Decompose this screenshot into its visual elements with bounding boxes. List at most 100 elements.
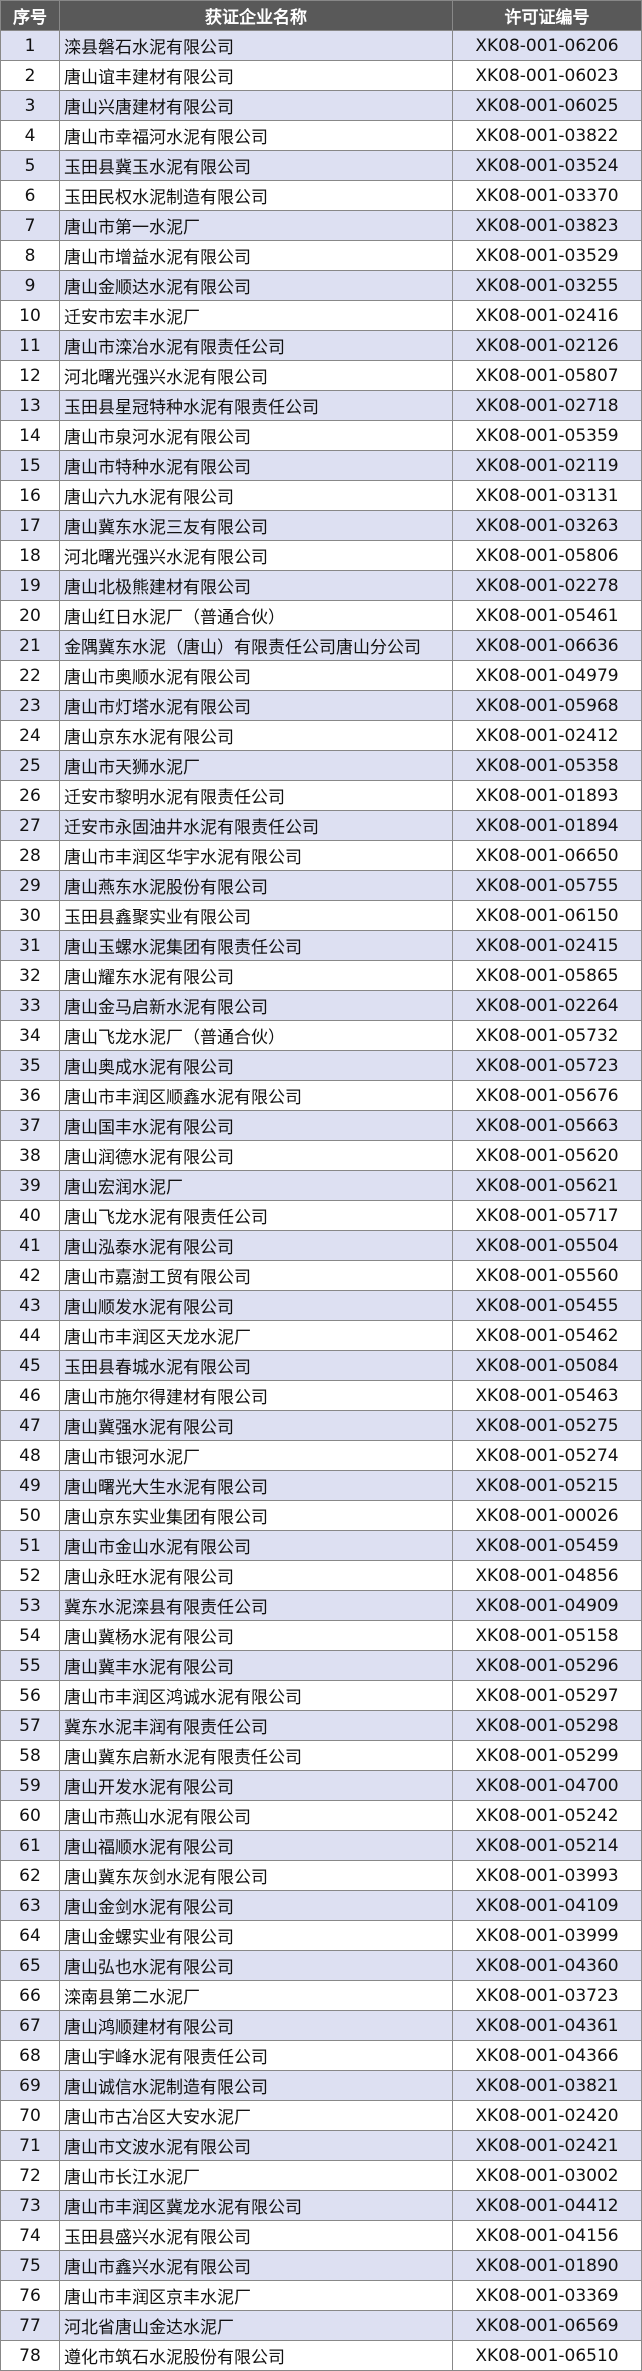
license-number: XK08-001-04909 xyxy=(453,1591,642,1621)
company-name: 唐山京东水泥有限公司 xyxy=(60,721,453,751)
license-number: XK08-001-05676 xyxy=(453,1081,642,1111)
license-number: XK08-001-02264 xyxy=(453,991,642,1021)
row-number: 64 xyxy=(0,1921,60,1951)
row-number: 12 xyxy=(0,361,60,391)
row-number: 76 xyxy=(0,2281,60,2311)
row-number: 20 xyxy=(0,601,60,631)
row-number: 6 xyxy=(0,181,60,211)
row-number: 38 xyxy=(0,1141,60,1171)
row-number: 17 xyxy=(0,511,60,541)
license-number: XK08-001-01890 xyxy=(453,2251,642,2281)
license-number: XK08-001-06025 xyxy=(453,91,642,121)
license-number: XK08-001-04979 xyxy=(453,661,642,691)
row-number: 18 xyxy=(0,541,60,571)
row-number: 67 xyxy=(0,2011,60,2041)
company-name: 唐山顺发水泥有限公司 xyxy=(60,1291,453,1321)
company-name: 迁安市宏丰水泥厂 xyxy=(60,301,453,331)
company-name: 唐山市泉河水泥有限公司 xyxy=(60,421,453,451)
license-number: XK08-001-03821 xyxy=(453,2071,642,2101)
license-number: XK08-001-06206 xyxy=(453,31,642,61)
license-number: XK08-001-06510 xyxy=(453,2341,642,2371)
license-number: XK08-001-05358 xyxy=(453,751,642,781)
license-number: XK08-001-02420 xyxy=(453,2101,642,2131)
license-number: XK08-001-05663 xyxy=(453,1111,642,1141)
row-number: 47 xyxy=(0,1411,60,1441)
license-number: XK08-001-03529 xyxy=(453,241,642,271)
row-number: 75 xyxy=(0,2251,60,2281)
row-number: 66 xyxy=(0,1981,60,2011)
company-name: 河北曙光强兴水泥有限公司 xyxy=(60,361,453,391)
company-name: 玉田民权水泥制造有限公司 xyxy=(60,181,453,211)
row-number: 19 xyxy=(0,571,60,601)
company-name: 唐山诚信水泥制造有限公司 xyxy=(60,2071,453,2101)
row-number: 31 xyxy=(0,931,60,961)
company-name: 唐山曙光大生水泥有限公司 xyxy=(60,1471,453,1501)
row-number: 32 xyxy=(0,961,60,991)
company-name: 唐山市丰润区京丰水泥厂 xyxy=(60,2281,453,2311)
row-number: 10 xyxy=(0,301,60,331)
row-number: 11 xyxy=(0,331,60,361)
license-number: XK08-001-02278 xyxy=(453,571,642,601)
row-number: 15 xyxy=(0,451,60,481)
company-name: 唐山市丰润区华宇水泥有限公司 xyxy=(60,841,453,871)
company-name: 玉田县春城水泥有限公司 xyxy=(60,1351,453,1381)
license-number: XK08-001-04700 xyxy=(453,1771,642,1801)
license-number: XK08-001-03823 xyxy=(453,211,642,241)
row-number: 34 xyxy=(0,1021,60,1051)
company-name: 唐山红日水泥厂（普通合伙） xyxy=(60,601,453,631)
company-name: 唐山宏润水泥厂 xyxy=(60,1171,453,1201)
company-name: 唐山飞龙水泥厂（普通合伙） xyxy=(60,1021,453,1051)
license-number: XK08-001-03524 xyxy=(453,151,642,181)
company-name: 唐山六九水泥有限公司 xyxy=(60,481,453,511)
license-number: XK08-001-04156 xyxy=(453,2221,642,2251)
company-name: 唐山市丰润区冀龙水泥有限公司 xyxy=(60,2191,453,2221)
company-name: 玉田县盛兴水泥有限公司 xyxy=(60,2221,453,2251)
row-number: 7 xyxy=(0,211,60,241)
row-number: 5 xyxy=(0,151,60,181)
row-number: 26 xyxy=(0,781,60,811)
license-number: XK08-001-00026 xyxy=(453,1501,642,1531)
company-name: 唐山市金山水泥有限公司 xyxy=(60,1531,453,1561)
row-number: 14 xyxy=(0,421,60,451)
company-name: 唐山泓泰水泥有限公司 xyxy=(60,1231,453,1261)
license-number: XK08-001-02412 xyxy=(453,721,642,751)
company-name: 唐山冀杨水泥有限公司 xyxy=(60,1621,453,1651)
row-number: 69 xyxy=(0,2071,60,2101)
company-name: 唐山冀丰水泥有限公司 xyxy=(60,1651,453,1681)
row-number: 2 xyxy=(0,61,60,91)
company-name: 滦南县第二水泥厂 xyxy=(60,1981,453,2011)
company-name: 唐山金剑水泥有限公司 xyxy=(60,1891,453,1921)
row-number: 68 xyxy=(0,2041,60,2071)
company-name: 唐山京东实业集团有限公司 xyxy=(60,1501,453,1531)
license-number: XK08-001-06650 xyxy=(453,841,642,871)
company-name: 唐山北极熊建材有限公司 xyxy=(60,571,453,601)
company-name: 唐山开发水泥有限公司 xyxy=(60,1771,453,1801)
row-number: 13 xyxy=(0,391,60,421)
company-name: 冀东水泥丰润有限责任公司 xyxy=(60,1711,453,1741)
row-number: 65 xyxy=(0,1951,60,1981)
company-name: 唐山耀东水泥有限公司 xyxy=(60,961,453,991)
company-name: 唐山谊丰建材有限公司 xyxy=(60,61,453,91)
row-number: 30 xyxy=(0,901,60,931)
license-number: XK08-001-06636 xyxy=(453,631,642,661)
company-name: 唐山润德水泥有限公司 xyxy=(60,1141,453,1171)
license-number: XK08-001-05621 xyxy=(453,1171,642,1201)
license-number: XK08-001-05620 xyxy=(453,1141,642,1171)
row-number: 62 xyxy=(0,1861,60,1891)
company-name: 玉田县冀玉水泥有限公司 xyxy=(60,151,453,181)
company-name: 唐山市银河水泥厂 xyxy=(60,1441,453,1471)
license-number: XK08-001-05296 xyxy=(453,1651,642,1681)
row-number: 4 xyxy=(0,121,60,151)
company-name: 唐山市幸福河水泥有限公司 xyxy=(60,121,453,151)
license-number: XK08-001-03255 xyxy=(453,271,642,301)
row-number: 39 xyxy=(0,1171,60,1201)
row-number: 78 xyxy=(0,2341,60,2371)
row-number: 54 xyxy=(0,1621,60,1651)
license-number: XK08-001-05717 xyxy=(453,1201,642,1231)
header-cell: 许可证编号 xyxy=(453,1,642,31)
company-name: 唐山冀东水泥三友有限公司 xyxy=(60,511,453,541)
company-name: 迁安市永固油井水泥有限责任公司 xyxy=(60,811,453,841)
row-number: 41 xyxy=(0,1231,60,1261)
row-number: 57 xyxy=(0,1711,60,1741)
